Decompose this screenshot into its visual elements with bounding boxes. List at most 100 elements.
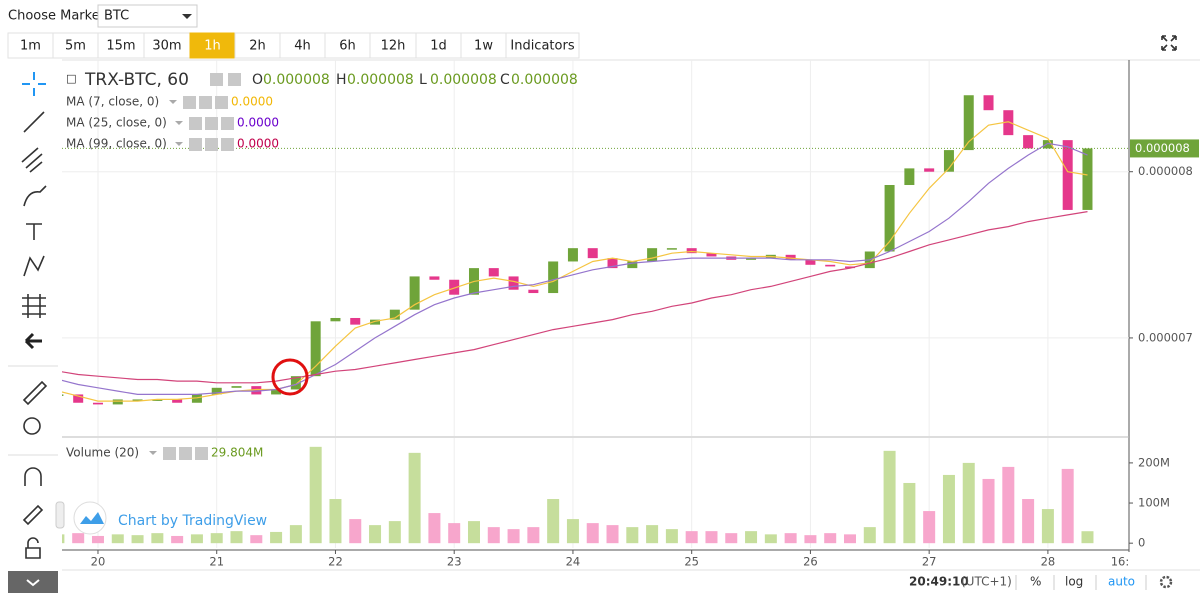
visibility-button[interactable] (210, 73, 223, 86)
interval-bar: 1m 5m 15m 30m 1h 2h 4h 6h 12h 1d 1w Indicators (7, 32, 580, 59)
candle-body (943, 150, 954, 172)
interval-button[interactable] (234, 32, 281, 59)
interval-button[interactable] (97, 32, 145, 59)
y-tick-label: 0.000007 (1138, 330, 1193, 344)
lock-drawing-tool[interactable] (22, 504, 44, 526)
ohlc-value: 0.000008 (511, 72, 578, 88)
volume-bar (527, 527, 540, 544)
unlock-tool[interactable] (25, 537, 41, 559)
timezone[interactable]: (UTC+1) (961, 575, 1012, 589)
candle-body (904, 168, 915, 186)
dropdown-arrow[interactable] (175, 121, 183, 125)
indicator-button[interactable] (205, 117, 218, 130)
dropdown-arrow[interactable] (175, 142, 183, 146)
dropdown-arrow[interactable] (149, 451, 157, 455)
crosshair-tool[interactable] (22, 72, 46, 96)
candle-body (706, 253, 717, 257)
candle-body (567, 248, 578, 262)
auto-toggle[interactable]: auto (1108, 575, 1135, 589)
indicator-button[interactable] (189, 117, 202, 130)
plot-area (62, 95, 1129, 544)
indicator-name: MA (7, close, 0) (66, 95, 159, 109)
ohlc-value: 0.000008 (263, 72, 330, 88)
volume-bar (745, 531, 758, 544)
text-tool[interactable] (26, 223, 42, 240)
volume-bar (329, 499, 342, 544)
zoom-tool[interactable] (23, 417, 41, 435)
fullscreen-button[interactable] (1161, 35, 1177, 51)
volume-bar (210, 533, 223, 544)
indicator-button[interactable] (205, 138, 218, 151)
indicator-button[interactable] (199, 96, 212, 109)
volume-bar (1002, 466, 1015, 544)
candle-body (1042, 140, 1053, 149)
candle-body (350, 317, 361, 325)
x-tick-label: 21 (209, 555, 224, 569)
trendline-tool[interactable] (23, 111, 45, 133)
market-select[interactable] (97, 4, 198, 28)
volume-bar (309, 446, 322, 544)
indicator-button[interactable] (183, 96, 196, 109)
ohlc-key: H (336, 72, 347, 88)
log-toggle[interactable]: log (1065, 575, 1083, 589)
interval-button[interactable] (415, 32, 462, 59)
candle-body (370, 319, 381, 325)
interval-button[interactable] (143, 32, 191, 59)
candle-body (607, 258, 618, 269)
percent-toggle[interactable]: % (1030, 575, 1041, 589)
volume-bar (547, 499, 560, 544)
indicators-button[interactable] (505, 32, 580, 59)
magnet-tool[interactable] (24, 467, 42, 486)
fib-tool[interactable] (21, 147, 43, 173)
volume-bar (448, 523, 461, 544)
indicator-button[interactable] (179, 447, 192, 460)
ruler-tool[interactable] (22, 380, 48, 406)
candle-body (330, 317, 341, 322)
candle-body (62, 394, 64, 396)
pattern-tool[interactable] (23, 255, 45, 277)
candle-body (231, 386, 242, 388)
indicator-button[interactable] (221, 138, 234, 151)
volume-bar (923, 511, 936, 544)
brush-tool[interactable] (23, 185, 47, 207)
indicator-button[interactable] (195, 447, 208, 460)
interval-button[interactable] (460, 32, 507, 59)
back-arrow[interactable] (24, 332, 42, 350)
indicator-value: 0.0000 (237, 116, 279, 130)
ohlc-value: 0.000008 (430, 72, 497, 88)
candle-body (409, 276, 420, 310)
candle-body (983, 95, 994, 111)
volume-bar (784, 533, 797, 544)
ohlc-key: O (252, 72, 263, 88)
interval-button[interactable] (7, 32, 54, 59)
interval-label: 2h (249, 39, 266, 54)
dropdown-arrow[interactable] (169, 100, 177, 104)
candle-body (825, 264, 836, 267)
panel-handle[interactable] (55, 501, 65, 529)
interval-label: 15m (106, 39, 135, 54)
volume-bar (566, 519, 579, 544)
highlight-circle (271, 358, 309, 396)
interval-button[interactable] (52, 32, 99, 59)
chevron (26, 579, 40, 587)
indicator-button[interactable] (221, 117, 234, 130)
collapse-icon[interactable]: ☐ (66, 73, 77, 87)
prediction-tool[interactable] (22, 294, 46, 318)
candle-body (112, 399, 123, 405)
toolbar-toggle[interactable] (8, 571, 58, 593)
indicator-button[interactable] (215, 96, 228, 109)
settings-button[interactable] (228, 73, 241, 86)
indicator-button[interactable] (189, 138, 202, 151)
volume-bar (883, 450, 896, 544)
indicators-label: Indicators (510, 39, 574, 54)
tv-logo (73, 501, 107, 535)
watermark[interactable]: Chart by TradingView (118, 513, 267, 529)
drawing-toolbar (0, 60, 60, 597)
candle-body (449, 279, 460, 295)
symbol: TRX-BTC, 60 (84, 70, 189, 90)
indicator-button[interactable] (163, 447, 176, 460)
volume-bar (131, 535, 144, 544)
settings-button[interactable] (1159, 575, 1173, 589)
volume-bar (467, 521, 480, 544)
interval-label: 1w (474, 39, 493, 54)
